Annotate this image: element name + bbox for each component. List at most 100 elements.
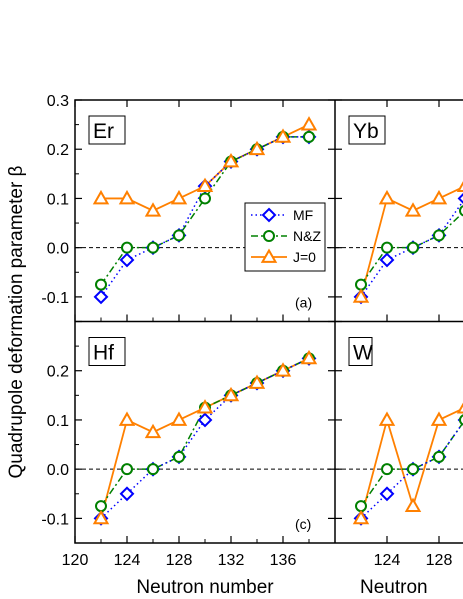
data-point-nz	[355, 500, 367, 513]
panel-w	[335, 402, 463, 526]
data-point-j0	[118, 411, 136, 426]
data-point-nz	[407, 241, 419, 254]
series-line-nz	[100, 357, 310, 507]
data-point-j0	[222, 386, 240, 402]
y-tick-label: 0.1	[47, 413, 69, 430]
data-point-j0	[430, 411, 448, 426]
data-point-nz	[173, 450, 185, 463]
series-line-mf	[360, 421, 463, 519]
data-point-mf	[119, 252, 135, 268]
x-axis-label-left: Neutron number	[136, 577, 274, 598]
data-point-j0	[248, 140, 266, 156]
data-point-nz	[303, 130, 315, 143]
panel-label-box	[348, 337, 373, 366]
data-point-j0	[170, 189, 188, 205]
legend-label: J=0	[293, 249, 316, 265]
data-point-mf	[379, 486, 395, 502]
legend-marker-mf	[261, 207, 277, 223]
x-tick-label: 124	[114, 552, 141, 569]
data-point-j0	[274, 362, 292, 377]
data-point-j0	[300, 349, 318, 365]
data-point-j0	[144, 202, 162, 217]
y-tick-label: -0.1	[41, 290, 69, 307]
data-point-j0	[404, 202, 422, 217]
data-point-nz	[147, 241, 159, 254]
panel-label: Hf	[93, 342, 114, 365]
data-point-j0	[274, 128, 292, 143]
data-point-nz	[433, 450, 445, 463]
panel-er	[75, 116, 335, 305]
data-point-j0	[404, 497, 422, 512]
legend-marker-j0	[260, 248, 278, 263]
data-point-j0	[248, 374, 266, 389]
panel-tag: (c)	[295, 516, 311, 532]
data-point-mf	[457, 193, 463, 204]
plot-layer: Er (a) MF N&Z J=0 Yb Hf (c) W 0.3 0.2 0.1 0.0 -0.1 0.2…	[41, 93, 463, 569]
data-point-j0	[92, 509, 110, 525]
y-tick-label: -0.1	[41, 511, 69, 528]
data-point-nz	[95, 278, 107, 291]
panel-label: Er	[93, 120, 114, 143]
legend-label: MF	[293, 207, 313, 223]
legend-box	[244, 202, 326, 272]
data-point-mf	[379, 252, 395, 268]
data-point-nz	[121, 241, 133, 254]
panel-label-box	[88, 337, 126, 366]
y-tick-label: 0.2	[47, 142, 69, 159]
x-tick-label: 124	[374, 552, 401, 569]
data-point-j0	[378, 189, 396, 205]
series-line-mf	[360, 199, 463, 298]
x-tick-label: 136	[270, 552, 297, 569]
panel-hf	[75, 349, 335, 526]
data-point-j0	[352, 288, 370, 303]
data-point-nz	[381, 241, 393, 254]
data-point-j0	[300, 116, 318, 131]
legend-label: N&Z	[293, 228, 321, 244]
data-point-mf	[93, 289, 109, 305]
data-point-nz	[199, 192, 211, 205]
data-point-j0	[430, 189, 448, 205]
data-point-nz	[381, 463, 393, 476]
y-tick-label: 0.0	[47, 462, 69, 479]
y-tick-label: 0.2	[47, 364, 69, 381]
data-point-j0	[144, 423, 162, 439]
x-tick-label: 128	[426, 552, 453, 569]
data-point-nz	[355, 278, 367, 291]
panel-label: W	[353, 342, 373, 365]
data-point-mf	[119, 486, 135, 502]
data-point-nz	[173, 229, 185, 242]
data-point-nz	[407, 463, 419, 476]
x-axis-label-right: Neutron	[360, 577, 428, 598]
y-tick-label: 0.1	[47, 191, 69, 208]
data-point-nz	[459, 205, 463, 217]
legend-marker-nz	[263, 230, 275, 242]
x-tick-label: 132	[218, 552, 245, 569]
x-tick-label: 128	[166, 552, 193, 569]
data-point-j0	[352, 509, 370, 525]
data-point-j0	[222, 153, 240, 168]
data-point-j0	[196, 177, 214, 193]
panel-tag: (a)	[295, 295, 312, 311]
x-tick-label: 120	[62, 552, 89, 569]
data-point-j0	[456, 181, 463, 193]
data-point-nz	[95, 500, 107, 513]
data-point-nz	[459, 414, 463, 426]
y-tick-label: 0.0	[47, 241, 69, 258]
y-tick-label: 0.3	[47, 93, 69, 110]
y-axis-label: Quadrupole deformation parameter β	[6, 165, 27, 478]
data-point-j0	[378, 411, 396, 426]
data-point-j0	[456, 402, 463, 414]
data-point-j0	[170, 411, 188, 426]
data-point-j0	[92, 189, 110, 205]
panel-label: Yb	[353, 120, 379, 143]
data-point-nz	[147, 463, 159, 476]
panel-label-box	[88, 115, 126, 145]
panel-label-box	[348, 115, 386, 145]
data-point-j0	[118, 189, 136, 205]
panel-yb	[335, 181, 463, 305]
data-point-nz	[433, 229, 445, 242]
data-point-mf	[197, 412, 213, 428]
data-point-nz	[121, 463, 133, 476]
data-point-j0	[196, 399, 214, 414]
